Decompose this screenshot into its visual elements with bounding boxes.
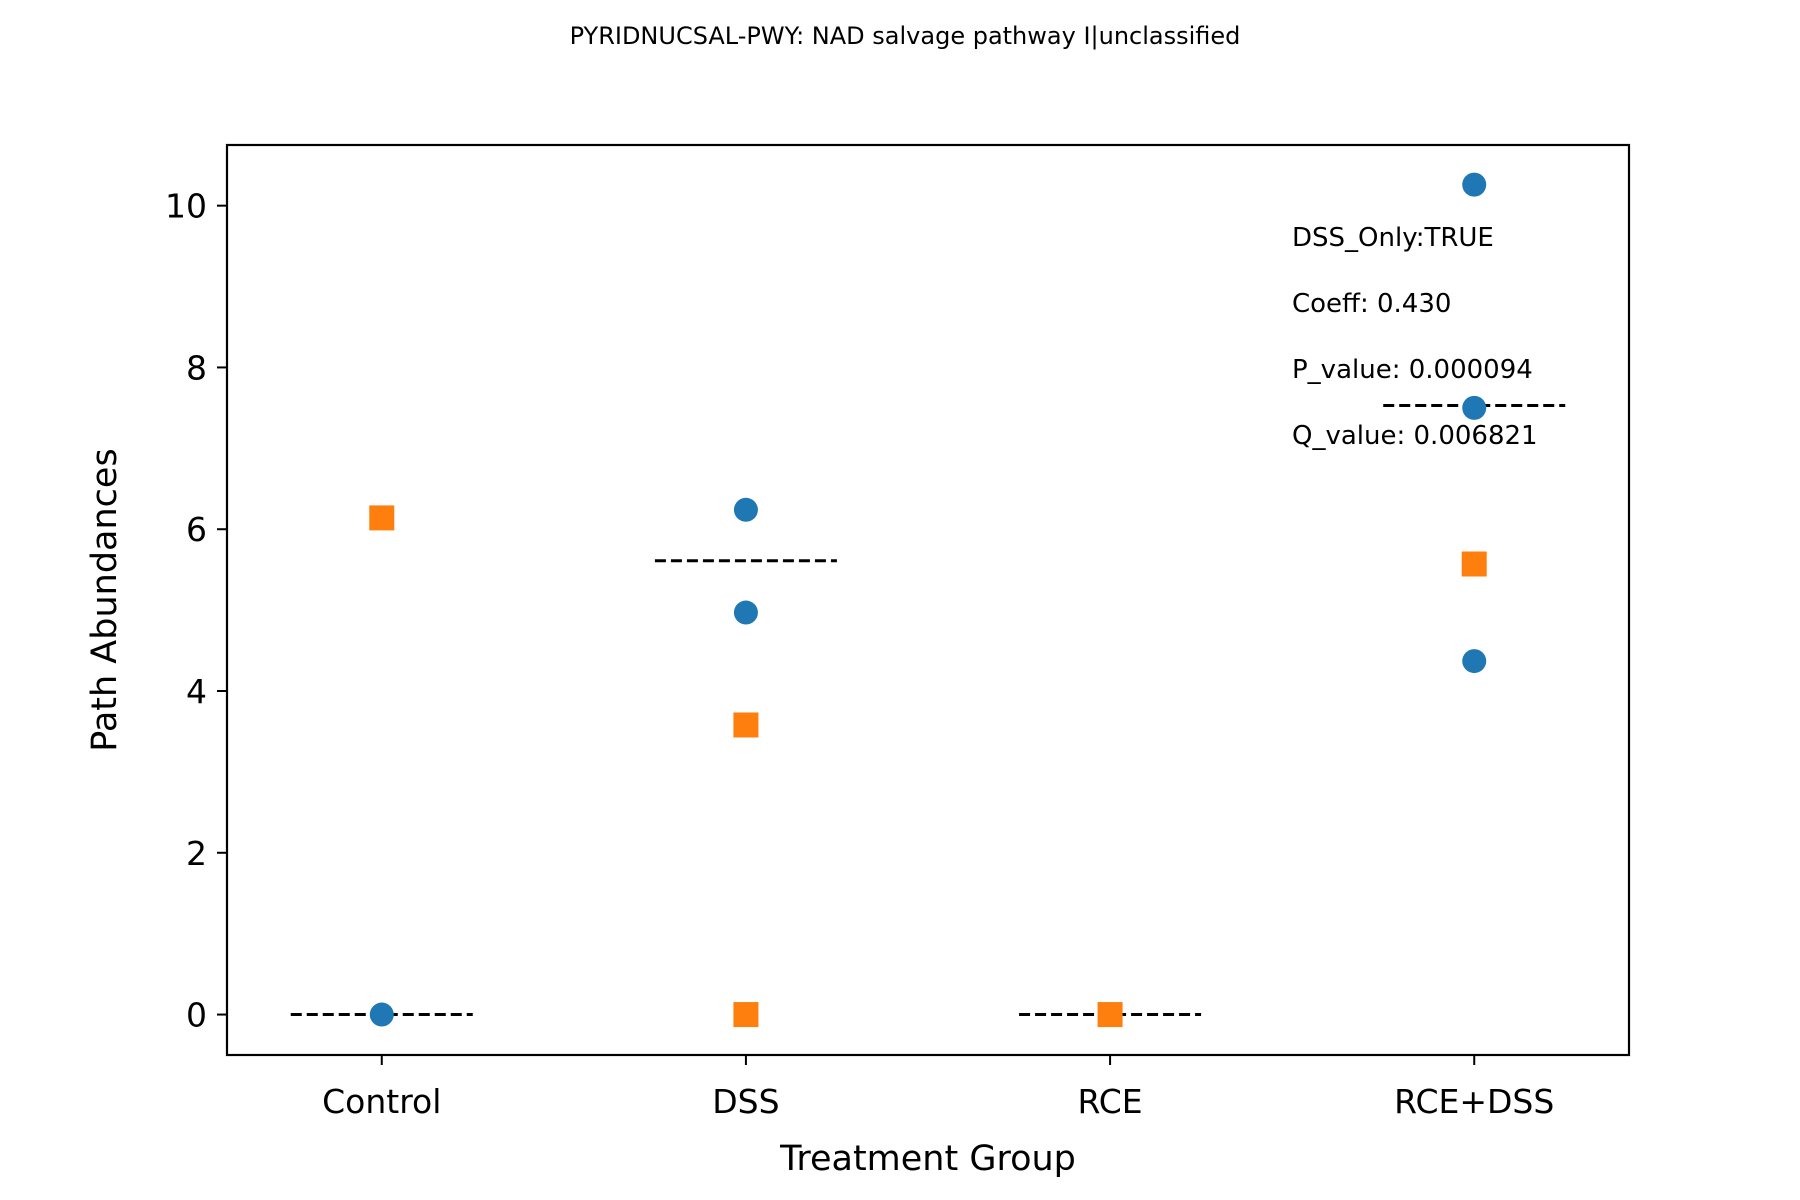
y-axis-label: Path Abundances: [85, 448, 125, 751]
data-point-circle: [1462, 395, 1487, 420]
stats-annotation: P_value: 0.000094: [1292, 355, 1533, 385]
data-point-circle: [1462, 649, 1487, 674]
y-tick-label: 10: [165, 187, 207, 226]
y-axis: 0 2 4 6 8 10: [165, 187, 227, 1035]
y-tick-label: 8: [186, 348, 207, 387]
x-tick-label: RCE+DSS: [1394, 1082, 1554, 1121]
x-tick-label: RCE: [1077, 1082, 1142, 1121]
data-point-circle: [1462, 172, 1487, 197]
x-axis-label: Treatment Group: [779, 1139, 1076, 1179]
data-point-circle: [733, 600, 758, 625]
plot-marks: [290, 172, 1566, 1028]
chart-title: PYRIDNUCSAL-PWY: NAD salvage pathway I|u…: [570, 22, 1241, 50]
data-point-square: [1097, 1002, 1123, 1028]
stats-annotation: Q_value: 0.006821: [1292, 421, 1538, 451]
stats-annotations: DSS_Only:TRUE Coeff: 0.430 P_value: 0.0000…: [1292, 223, 1538, 451]
data-point-square: [369, 505, 395, 531]
x-tick-label: Control: [322, 1082, 441, 1121]
stats-annotation: Coeff: 0.430: [1292, 289, 1451, 319]
data-point-circle: [733, 497, 758, 522]
x-axis: Control DSS RCE RCE+DSS: [322, 1055, 1554, 1121]
data-point-square: [733, 1002, 759, 1028]
y-tick-label: 0: [186, 996, 207, 1035]
data-point-square: [733, 712, 759, 738]
y-tick-label: 4: [186, 672, 207, 711]
data-point-square: [1461, 551, 1487, 577]
stats-annotation: DSS_Only:TRUE: [1292, 223, 1494, 253]
y-tick-label: 6: [186, 510, 207, 549]
data-point-circle: [369, 1002, 394, 1027]
x-tick-label: DSS: [712, 1082, 779, 1121]
y-tick-label: 2: [186, 834, 207, 873]
plot-frame: [225, 143, 1631, 1057]
